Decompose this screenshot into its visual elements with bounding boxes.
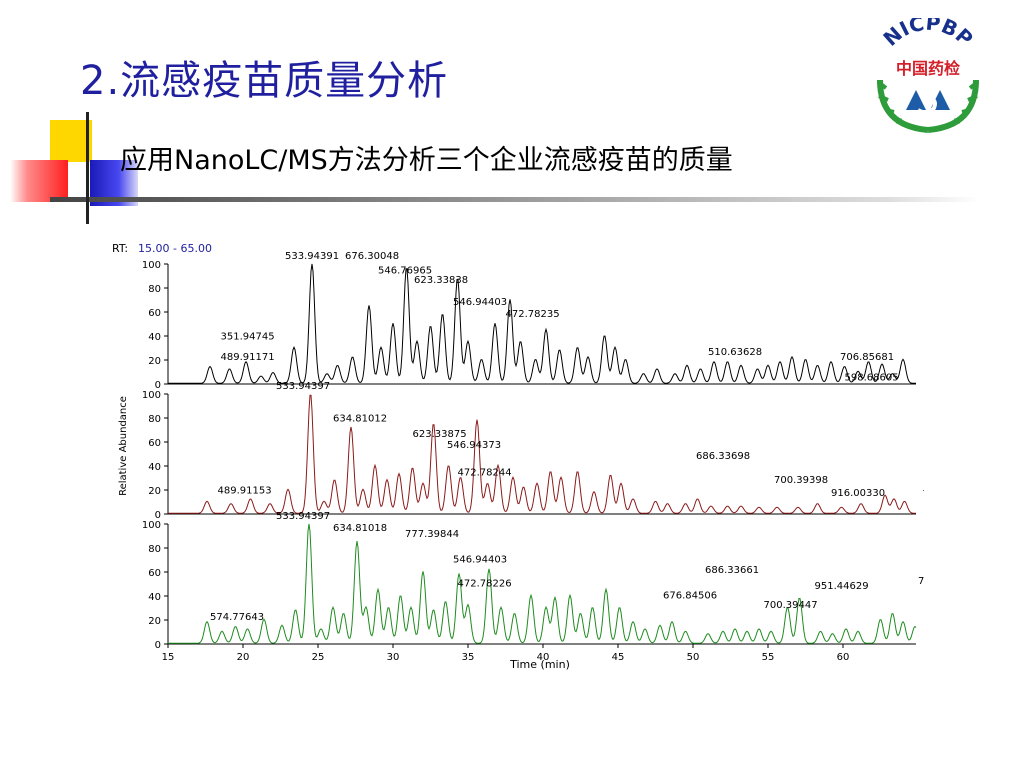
peak-label: 634.81012 (333, 414, 387, 425)
deco-horizontal-rule (50, 197, 980, 202)
x-tick-label: 50 (687, 652, 700, 663)
peak-label: 623.33875 (413, 429, 467, 440)
trace-line-3 (168, 523, 917, 644)
peak-label: 623.33838 (414, 275, 468, 286)
peak-label: 777.39844 (405, 529, 459, 540)
y-tick-label: 20 (148, 356, 161, 367)
x-tick-label: 30 (387, 652, 400, 663)
peak-label: 533.94397 (276, 381, 330, 392)
x-tick-label: 60 (837, 652, 850, 663)
peak-label: 533.94397 (276, 511, 330, 522)
chart-panel-2: 020406080100533.94397634.81012623.338755… (142, 381, 924, 521)
nicpbp-logo: NICPBP 中国药检 (876, 18, 980, 133)
y-tick-label: 60 (148, 308, 161, 319)
y-tick-label: 100 (142, 390, 161, 401)
peak-label: 733.36493 (918, 576, 924, 587)
y-tick-label: 80 (148, 414, 161, 425)
x-tick-label: 45 (612, 652, 625, 663)
peak-label: 700.39447 (764, 600, 818, 611)
peak-label: 676.30048 (345, 251, 399, 262)
trace-line-2 (168, 394, 916, 514)
deco-vertical-rule (86, 112, 89, 224)
peak-label: 489.91153 (218, 486, 272, 497)
y-tick-label: 60 (148, 568, 161, 579)
peak-label: 510.63628 (708, 347, 762, 358)
peak-label: 733.36023 (923, 489, 925, 500)
peak-label: 533.94391 (285, 251, 339, 262)
deco-yellow-square (50, 120, 92, 162)
y-tick-label: 20 (148, 486, 161, 497)
peak-label: 489.91171 (221, 352, 275, 363)
y-tick-label: 40 (148, 332, 161, 343)
y-tick-label: 20 (148, 616, 161, 627)
x-tick-label: 35 (462, 652, 475, 663)
trace-line-1 (168, 263, 916, 384)
rt-range: 15.00 - 65.00 (138, 242, 212, 255)
slide-subtitle: 应用NanoLC/MS方法分析三个企业流感疫苗的质量 (120, 145, 733, 176)
peak-label: 472.78226 (458, 578, 512, 589)
chromatogram-chart: RT: 15.00 - 65.00 Relative Abundance Tim… (112, 242, 924, 671)
y-tick-label: 100 (142, 520, 161, 531)
peak-label: 472.78235 (506, 309, 560, 320)
peak-label: 546.94373 (447, 440, 501, 451)
x-tick-label: 55 (762, 652, 775, 663)
logo-arc-text: NICPBP (879, 18, 978, 51)
slide-title: 2.流感疫苗质量分析 (80, 58, 449, 104)
y-tick-label: 0 (155, 380, 161, 391)
y-tick-label: 60 (148, 438, 161, 449)
peak-label: 598.68605 (845, 372, 899, 383)
x-tick-label: 20 (237, 652, 250, 663)
peak-label: 351.94745 (221, 332, 275, 343)
peak-label: 546.94403 (453, 297, 507, 308)
peak-label: 676.84506 (663, 590, 717, 601)
peak-label: 686.33698 (696, 451, 750, 462)
peak-label: 634.81018 (333, 523, 387, 534)
peak-label: 574.77643 (210, 612, 264, 623)
y-tick-label: 100 (142, 260, 161, 271)
x-tick-label: 25 (312, 652, 325, 663)
logo-center-text: 中国药检 (896, 59, 960, 78)
x-axis-label: Time (min) (509, 658, 570, 671)
peak-label: 916.00330 (831, 488, 885, 499)
y-tick-label: 80 (148, 544, 161, 555)
peak-label: 700.39398 (774, 475, 828, 486)
y-tick-label: 40 (148, 592, 161, 603)
y-tick-label: 0 (155, 640, 161, 651)
rt-label: RT: (112, 242, 128, 255)
y-tick-label: 40 (148, 462, 161, 473)
x-tick-label: 15 (162, 652, 175, 663)
peak-label: 472.78244 (458, 468, 512, 479)
chart-panel-1: 0 20 40 60 80 100 533.94391 676.30048 546.769656… (142, 251, 916, 391)
peak-label: 706.85681 (840, 352, 894, 363)
y-tick-label: 0 (155, 510, 161, 521)
y-tick-label: 80 (148, 284, 161, 295)
peak-label: 686.33661 (705, 565, 759, 576)
peak-label: 951.44629 (815, 581, 869, 592)
deco-red-square (10, 160, 68, 202)
y-axis-label: Relative Abundance (118, 396, 129, 496)
svg-text:NICPBP: NICPBP (879, 18, 978, 51)
peak-label: 546.76965 (378, 266, 432, 277)
x-tick-label: 40 (537, 652, 550, 663)
peak-label: 546.94403 (453, 554, 507, 565)
